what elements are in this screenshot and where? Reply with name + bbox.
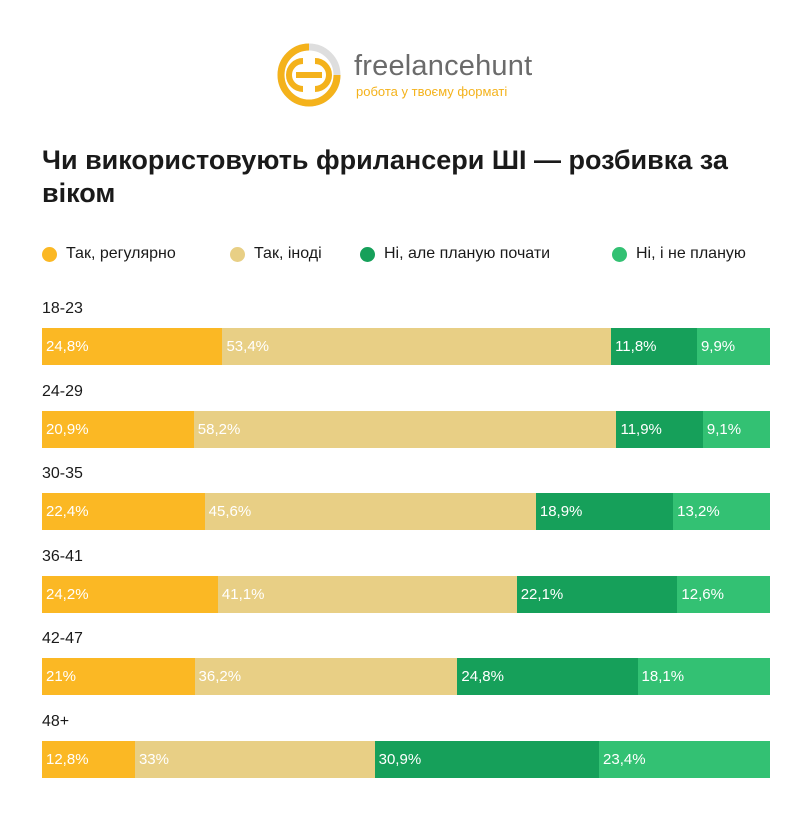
data-label: 45,6% xyxy=(208,503,252,521)
legend-swatch xyxy=(230,246,245,262)
stacked-bar: 24,2% 41,1% 22,1% 12,6% xyxy=(42,575,770,613)
brand-tagline: робота у твоєму форматі xyxy=(356,84,508,99)
bar-segment xyxy=(702,410,770,448)
chart-title: Чи використовують фрилансери ШІ — розбив… xyxy=(42,145,728,208)
stacked-bar: 12,8% 33% 30,9% 23,4% xyxy=(42,741,770,778)
data-label: 24,8% xyxy=(46,338,89,355)
data-label: 12,6% xyxy=(681,585,724,603)
bar-segment xyxy=(696,328,770,365)
data-label: 22,4% xyxy=(46,503,89,521)
data-label: 53,4% xyxy=(226,338,270,355)
stacked-bar: 24,8% 53,4% 11,8% 9,9% xyxy=(42,328,770,365)
legend-item: Ні, але планую почати xyxy=(360,242,550,266)
bar-segment xyxy=(673,493,770,531)
bar-segment xyxy=(637,658,770,696)
bar-segment xyxy=(42,741,136,778)
legend-swatch xyxy=(360,246,375,262)
data-label: 24,8% xyxy=(461,668,504,686)
data-label: 11,8% xyxy=(615,338,657,355)
stacked-bar: 22,4% 45,6% 18,9% 13,2% xyxy=(42,493,770,531)
bar-segment xyxy=(134,741,376,778)
bar-segment xyxy=(42,328,224,365)
category-label: 24-29 xyxy=(42,382,83,400)
bar-segment xyxy=(217,575,518,613)
category-label: 42-47 xyxy=(42,630,83,648)
data-label: 33% xyxy=(138,751,169,768)
legend-label: Ні, і не планую xyxy=(636,245,746,262)
data-label: 21% xyxy=(46,668,77,686)
data-label: 30,9% xyxy=(378,751,422,768)
brand-name: freelancehunt xyxy=(354,50,533,82)
legend-label: Ні, але планую почати xyxy=(384,245,551,262)
data-label: 41,1% xyxy=(221,585,265,603)
data-label: 20,9% xyxy=(46,420,89,438)
stacked-bar: 20,9% 58,2% 11,9% 9,1% xyxy=(42,410,770,448)
bar-segment xyxy=(42,410,195,448)
legend-item: Так, іноді xyxy=(230,242,322,266)
legend-label: Так, іноді xyxy=(254,245,322,262)
bar-segment xyxy=(193,410,618,448)
category-label: 18-23 xyxy=(42,300,83,317)
data-label: 18,9% xyxy=(539,503,583,521)
data-label: 18,1% xyxy=(641,668,685,686)
legend-item: Ні, і не планую xyxy=(612,242,746,266)
legend-label: Так, регулярно xyxy=(66,245,176,262)
data-label: 23,4% xyxy=(603,751,646,768)
bar-segment xyxy=(611,328,698,365)
bar-segment xyxy=(516,575,678,613)
data-label: 58,2% xyxy=(197,420,241,438)
data-label: 13,2% xyxy=(677,503,720,521)
bar-segment xyxy=(194,658,459,696)
category-label: 30-35 xyxy=(42,465,83,483)
bar-segment xyxy=(204,493,537,531)
bar-segment xyxy=(457,658,639,696)
data-label: 11,9% xyxy=(620,420,662,438)
bar-segment xyxy=(616,410,704,448)
data-label: 12,8% xyxy=(46,751,89,768)
category-label: 36-41 xyxy=(42,547,83,565)
freelancehunt-logo-icon xyxy=(277,43,341,107)
bar-segment xyxy=(677,575,770,613)
bar-segment xyxy=(42,658,196,696)
data-label: 24,2% xyxy=(46,585,89,603)
bar-segment xyxy=(599,741,770,778)
category-label: 48+ xyxy=(42,713,70,730)
data-label: 36,2% xyxy=(198,668,242,686)
bar-segment xyxy=(374,741,600,778)
bar-segment xyxy=(222,328,612,365)
bar-segment xyxy=(535,493,674,531)
data-label: 9,1% xyxy=(706,420,742,438)
legend-item: Так, регулярно xyxy=(42,242,176,266)
bar-segment xyxy=(42,575,219,613)
data-label: 9,9% xyxy=(700,338,736,355)
legend-swatch xyxy=(612,246,627,262)
legend-swatch xyxy=(42,246,57,262)
brand-logo: freelancehunt робота у твоєму форматі xyxy=(276,40,546,110)
chart-legend: Так, регулярно Так, іноді Ні, але планую п… xyxy=(42,242,772,266)
bar-segment xyxy=(42,493,206,531)
stacked-bar: 21% 36,2% 24,8% 18,1% xyxy=(42,658,770,696)
data-label: 22,1% xyxy=(520,585,564,603)
